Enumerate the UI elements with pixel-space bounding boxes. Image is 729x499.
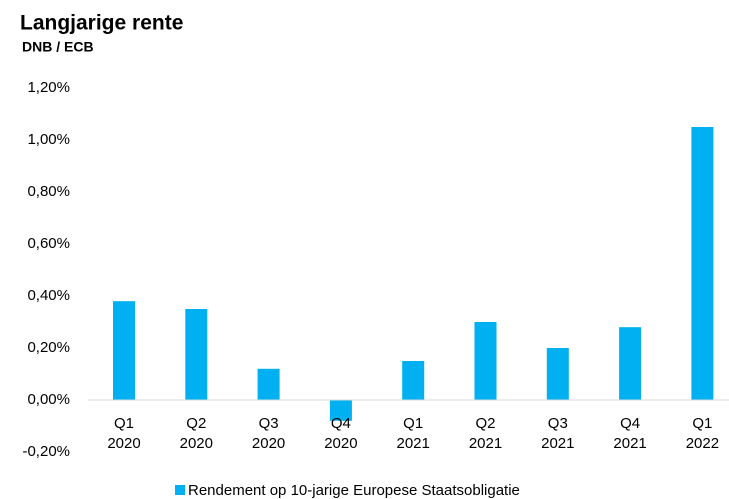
x-tick-label: Q1 2022	[685, 415, 720, 452]
y-tick-label: 0,80%	[27, 183, 70, 200]
x-tick-label: Q3 2020	[251, 415, 286, 452]
y-tick-label: 0,20%	[27, 339, 70, 356]
bar	[546, 348, 569, 400]
chart-title: Langjarige rente	[20, 12, 183, 35]
x-tick-label: Q1 2020	[107, 415, 141, 452]
y-tick-label: 1,20%	[27, 79, 70, 96]
legend-label: Rendement op 10-jarige Europese Staatsob…	[188, 482, 520, 499]
bar	[185, 309, 208, 400]
bar	[619, 327, 642, 400]
bar	[474, 322, 497, 400]
bar	[691, 127, 714, 400]
y-tick-label: 1,00%	[27, 131, 70, 148]
x-tick-label: Q2 2020	[179, 415, 213, 452]
x-tick-label: Q4 2021	[613, 415, 647, 452]
y-tick-label: 0,00%	[27, 391, 70, 408]
bar	[402, 361, 425, 400]
bar	[329, 400, 352, 421]
chart-subtitle: DNB / ECB	[22, 39, 94, 55]
y-tick-label: 0,40%	[27, 287, 70, 304]
y-tick-label: 0,60%	[27, 235, 70, 252]
legend-swatch	[175, 485, 185, 495]
bar	[113, 301, 135, 400]
x-tick-label: Q1 2021	[396, 415, 430, 452]
x-tick-label: Q3 2021	[541, 415, 575, 452]
x-tick-label: Q2 2021	[468, 415, 503, 452]
x-tick-label: Q4 2020	[324, 415, 358, 452]
y-tick-label: -0,20%	[22, 443, 70, 460]
bar	[257, 368, 280, 400]
